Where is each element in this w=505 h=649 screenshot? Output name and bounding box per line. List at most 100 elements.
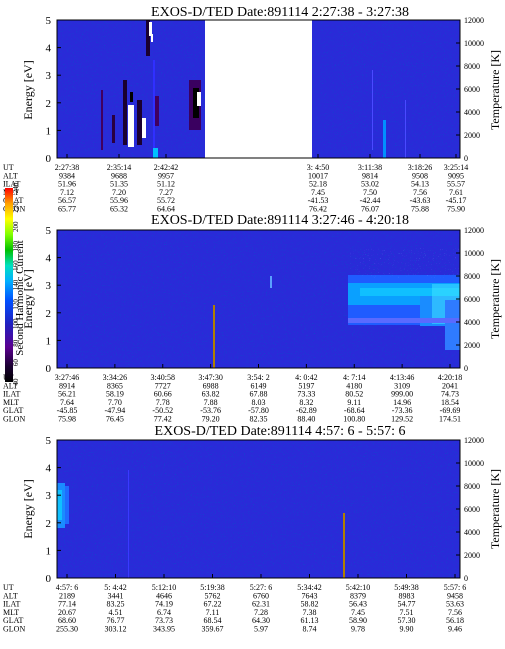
- panel-2-ephemeris: UTALTILATMLTGLATGLON3:27:46891456.217.64…: [3, 364, 462, 424]
- ephemeris-cell: 359.67: [202, 625, 224, 634]
- ephemeris-cell: 3:34:26: [103, 373, 127, 382]
- ephemeris-cell: 64.64: [157, 205, 175, 214]
- ephemeris-cell: 77.42: [154, 415, 172, 424]
- ephemeris-cell: 55.72: [157, 196, 175, 205]
- ephemeris-cell: 2:42:42: [154, 163, 178, 172]
- ephemeris-cell: 7727: [155, 381, 171, 390]
- ephemeris-cell: -50.52: [152, 406, 173, 415]
- ephemeris-cell: 58.19: [106, 390, 124, 399]
- panel-3-noise: [57, 440, 460, 578]
- y-tick-label: 0: [46, 153, 52, 165]
- y2-tick-label: 6000: [464, 505, 480, 514]
- ephemeris-cell: -43.63: [410, 196, 431, 205]
- ephemeris-cell: 5.97: [254, 625, 268, 634]
- ephemeris-cell: 51.96: [58, 180, 76, 189]
- panel-3-y2-label: Temperature [K]: [488, 469, 502, 549]
- ephemeris-cell: 88.40: [297, 415, 315, 424]
- ephemeris-cell: 79.20: [202, 415, 220, 424]
- ephemeris-cell: 7.50: [363, 188, 377, 197]
- ephemeris-cell: 56.43: [349, 600, 367, 609]
- colorbar-tick-label: 240: [12, 182, 20, 193]
- ephemeris-cell: 3: 4:50: [307, 163, 329, 172]
- y-tick-label: 2: [46, 518, 52, 530]
- y2-tick-label: 10000: [464, 459, 484, 468]
- panel-3-signal-features: [57, 470, 345, 578]
- y2-tick-label: 4000: [464, 318, 480, 327]
- colorbar-tick-label: 140: [12, 279, 20, 290]
- ephemeris-cell: 58.82: [301, 600, 319, 609]
- panel-1-signal-features: [101, 20, 406, 158]
- y-tick-label: 3: [46, 280, 52, 292]
- ephemeris-cell: 65.32: [110, 205, 128, 214]
- colorbar-tick-label: 40: [12, 378, 20, 386]
- y2-tick-label: 2000: [464, 131, 480, 140]
- ephemeris-cell: 63.82: [202, 390, 220, 399]
- ephemeris-cell: 68.54: [204, 616, 222, 625]
- ephemeris-row-label: GLAT: [3, 406, 24, 415]
- ephemeris-row-label: ALT: [3, 381, 18, 390]
- y2-tick-label: 8000: [464, 62, 480, 71]
- ephemeris-cell: 7.78: [156, 398, 170, 407]
- ephemeris-cell: 8365: [107, 381, 123, 390]
- ephemeris-cell: 7.28: [254, 608, 268, 617]
- panel-2-y2-label: Temperature [K]: [488, 259, 502, 339]
- ephemeris-cell: 9.78: [351, 625, 365, 634]
- y-tick-label: 0: [46, 363, 52, 375]
- ephemeris-row-label: UT: [3, 163, 14, 172]
- ephemeris-cell: 9.11: [347, 398, 361, 407]
- ephemeris-cell: 51.35: [110, 180, 128, 189]
- ephemeris-cell: 5197: [298, 381, 314, 390]
- ephemeris-cell: 54.77: [398, 600, 416, 609]
- y-tick-label: 3: [46, 70, 52, 82]
- y2-tick-label: 2000: [464, 551, 480, 560]
- colorbar-tick-label: 80: [12, 339, 20, 347]
- y-tick-label: 1: [46, 545, 52, 557]
- ephemeris-cell: 82.35: [250, 415, 268, 424]
- colorbar-tick-label: 160: [12, 260, 20, 271]
- ephemeris-cell: 7.27: [159, 188, 173, 197]
- colorbar-tick-label: 200: [12, 221, 20, 232]
- ephemeris-cell: 3:18:26: [408, 163, 432, 172]
- ephemeris-cell: 5: 4:42: [104, 583, 126, 592]
- y-tick-label: 1: [46, 335, 52, 347]
- colorbar: 40 60 80 100 120 140 160 180 200 220 240 Second Ha…: [5, 182, 26, 386]
- ephemeris-cell: 174.51: [439, 415, 461, 424]
- panel-1-y2-label: Temperature [K]: [488, 50, 502, 130]
- ephemeris-cell: 3:11:38: [358, 163, 382, 172]
- y2-tick-label: 10000: [464, 39, 484, 48]
- ephemeris-cell: 3:47:30: [198, 373, 222, 382]
- ephemeris-cell: 9.90: [400, 625, 414, 634]
- ephemeris-cell: 9957: [158, 171, 174, 180]
- ephemeris-cell: 8983: [399, 591, 415, 600]
- ephemeris-cell: 3:54: 2: [247, 373, 269, 382]
- ephemeris-cell: 74.19: [155, 600, 173, 609]
- ephemeris-cell: 7.56: [413, 188, 427, 197]
- ephemeris-row-label: ALT: [3, 591, 18, 600]
- ephemeris-row-label: GLON: [3, 415, 25, 424]
- ephemeris-cell: 7.88: [204, 398, 218, 407]
- y2-tick-label: 12000: [464, 16, 484, 25]
- ephemeris-cell: -45.17: [446, 196, 467, 205]
- ephemeris-cell: 10017: [308, 171, 328, 180]
- colorbar-tick-label: 120: [12, 299, 20, 310]
- ephemeris-cell: 4:13:46: [390, 373, 414, 382]
- ephemeris-cell: 6149: [251, 381, 267, 390]
- ephemeris-cell: 7643: [302, 591, 318, 600]
- ephemeris-cell: 5:12:10: [152, 583, 176, 592]
- ephemeris-cell: -69.69: [440, 406, 461, 415]
- panel-2: EXOS-D/TED Date:891114 3:27:46 - 4:20:18…: [3, 213, 502, 424]
- ephemeris-cell: 8.32: [299, 398, 313, 407]
- panel-2-y-label: Energy [eV]: [21, 269, 35, 328]
- ephemeris-cell: 57.30: [398, 616, 416, 625]
- panel-1-ephemeris: UTALTILATMLTGLATGLON2:27:38938451.967.12…: [3, 154, 468, 214]
- colorbar-label: Second Harmonic Current: [14, 240, 26, 355]
- ephemeris-cell: 77.14: [58, 600, 76, 609]
- ephemeris-cell: 9.46: [448, 625, 462, 634]
- ephemeris-cell: 56.21: [58, 390, 76, 399]
- colorbar-tick-label: 180: [12, 240, 20, 251]
- ephemeris-cell: 56.57: [58, 196, 76, 205]
- ephemeris-cell: 6760: [253, 591, 269, 600]
- ephemeris-cell: 129.52: [391, 415, 413, 424]
- ephemeris-cell: 9384: [59, 171, 75, 180]
- ephemeris-cell: 7.45: [351, 608, 365, 617]
